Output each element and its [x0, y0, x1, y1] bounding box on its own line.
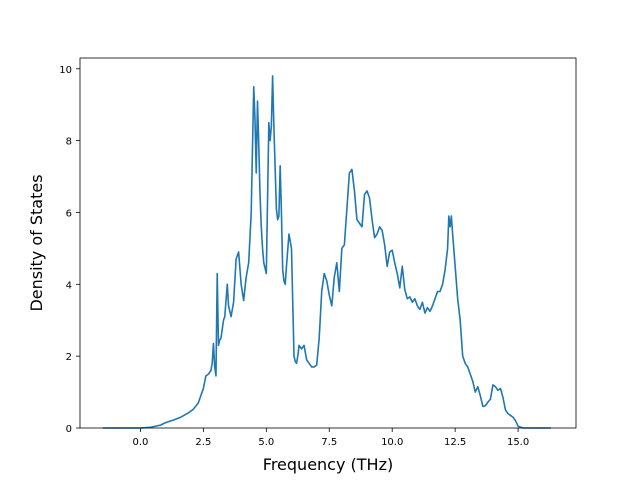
y-axis-ticks: 0 2 4 6 8 10 [59, 65, 80, 435]
dos-series-line [102, 75, 551, 429]
y-tick-label: 8 [66, 137, 72, 148]
x-tick-label: 7.5 [321, 437, 337, 448]
plot-area [80, 58, 576, 428]
y-tick-label: 2 [66, 352, 72, 363]
x-tick-label: 0.0 [132, 437, 148, 448]
x-tick-label: 10.0 [381, 437, 403, 448]
y-tick-label: 4 [66, 280, 72, 291]
y-axis-label: Density of States [27, 174, 46, 311]
x-tick-label: 5.0 [258, 437, 274, 448]
x-axis-ticks: 0.0 2.5 5.0 7.5 10.0 12.5 15.0 [132, 428, 529, 448]
y-tick-label: 10 [59, 65, 72, 76]
y-tick-label: 6 [66, 208, 72, 219]
plot-frame [79, 57, 577, 429]
x-tick-label: 15.0 [507, 437, 529, 448]
x-tick-label: 12.5 [444, 437, 466, 448]
x-tick-label: 2.5 [195, 437, 211, 448]
y-tick-label: 0 [66, 424, 72, 435]
x-axis-label: Frequency (THz) [263, 455, 393, 474]
